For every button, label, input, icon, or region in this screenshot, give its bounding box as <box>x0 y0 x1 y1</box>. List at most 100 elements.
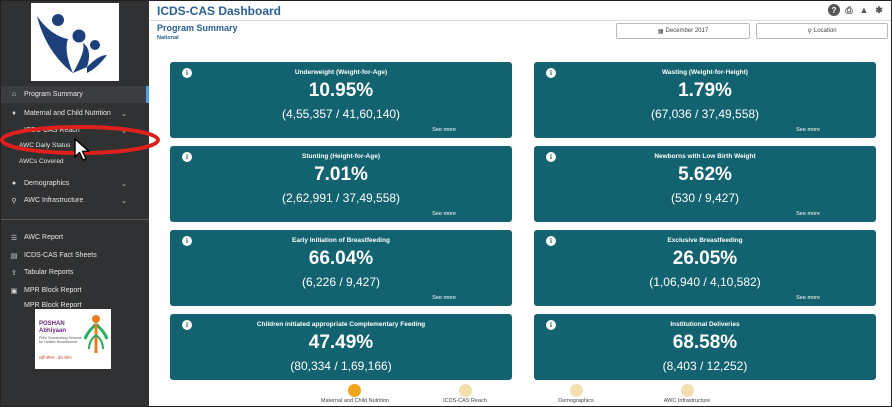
card-ratio: (67,036 / 37,49,558) <box>650 107 760 121</box>
sidebar-item-tabular-reports[interactable]: ⇪ Tabular Reports <box>1 264 149 281</box>
sidebar-item-label: MPR Block Report <box>24 287 82 294</box>
page-title: Program Summary <box>157 23 238 33</box>
card-ratio: (6,226 / 9,427) <box>301 275 381 289</box>
upload-icon: ⇪ <box>11 269 17 277</box>
chevron-down-icon: ⌄ <box>121 127 127 135</box>
sidebar-item-label: AWC Report <box>24 234 64 241</box>
nav-label-icds-cas-reach[interactable]: ICDS-CAS Reach <box>443 398 487 404</box>
card-title: Underweight (Weight-for-Age) <box>294 69 388 76</box>
settings-icon[interactable]: ✱ <box>875 4 883 15</box>
metric-card-low-birth-weight: i Newborns with Low Birth Weight 5.62% (… <box>534 146 876 222</box>
sidebar-item-mpr-block-report[interactable]: ▣ MPR Block Report <box>1 282 149 299</box>
card-title: Exclusive Breastfeeding <box>667 237 743 244</box>
logo-family-icon <box>37 14 107 73</box>
nav-dot-icds-cas-reach[interactable] <box>459 384 472 397</box>
see-more-link[interactable]: See more <box>796 211 820 217</box>
icds-logo[interactable] <box>31 3 119 81</box>
see-more-link[interactable]: See more <box>796 127 820 133</box>
info-icon[interactable]: i <box>182 236 192 246</box>
nav-dot-demographics[interactable] <box>570 384 583 397</box>
nav-dot-maternal-child-nutrition[interactable] <box>348 384 361 397</box>
sidebar-item-label: Demographics <box>24 180 70 187</box>
metric-card-complementary-feeding: i Children initiated appropriate Complem… <box>170 314 512 380</box>
card-title: Early Initiation of Breastfeeding <box>292 237 390 244</box>
card-title: Institutional Deliveries <box>670 321 740 328</box>
warning-icon[interactable]: ▲ <box>859 5 869 15</box>
home-icon: ⌂ <box>11 91 17 98</box>
card-value: 10.95% <box>308 80 374 101</box>
main-content: ICDS-CAS Dashboard ? ⎙ ▲ ✱ Program Summa… <box>150 1 891 406</box>
sidebar-item-label: Tabular Reports <box>24 269 74 276</box>
metric-card-underweight: i Underweight (Weight-for-Age) 10.95% (4… <box>170 62 512 138</box>
sidebar-item-label: ICDS-CAS Reach <box>24 127 80 134</box>
location-pin-icon: ⚲ <box>807 28 812 35</box>
info-icon[interactable]: i <box>182 152 192 162</box>
see-more-link[interactable]: See more <box>432 127 456 133</box>
sidebar-subitem-awc-daily-status[interactable]: AWC Daily Status <box>1 137 149 153</box>
location-filter-button[interactable]: ⚲ Location <box>756 23 888 39</box>
card-title: Newborns with Low Birth Weight <box>654 153 756 160</box>
sidebar-item-mpr-block-report-2[interactable]: MPR Block Report <box>1 297 149 314</box>
info-icon[interactable]: i <box>182 68 192 78</box>
poshan-subtitle: PM's Overarching Scheme for Holistic Nou… <box>39 336 82 345</box>
poshan-tagline: सही पोषण - देश रोशन <box>39 355 72 360</box>
poshan-abhiyaan-logo: POSHAN Abhiyaan PM's Overarching Scheme … <box>35 309 111 369</box>
list-icon: ☰ <box>10 234 18 242</box>
card-value: 66.04% <box>308 248 374 269</box>
infra-icon: ⚲ <box>11 197 17 205</box>
info-icon[interactable]: i <box>546 68 556 78</box>
sidebar-subitem-label: AWCs Covered <box>19 157 64 165</box>
card-value: 7.01% <box>314 164 368 185</box>
nav-dot-awc-infrastructure[interactable] <box>681 384 694 397</box>
see-more-link[interactable]: See more <box>432 295 456 301</box>
bottom-section-nav: Maternal and Child Nutrition ICDS-CAS Re… <box>150 380 891 406</box>
page-subtitle: National <box>157 35 179 41</box>
card-ratio: (80,334 / 1,69,166) <box>290 359 392 373</box>
sidebar-subitem-awcs-covered[interactable]: AWCs Covered <box>1 153 149 169</box>
nav-label-maternal-child-nutrition[interactable]: Maternal and Child Nutrition <box>320 398 390 404</box>
header-actions: ? ⎙ ▲ ✱ <box>828 4 885 16</box>
chevron-down-icon: ⌄ <box>121 197 127 205</box>
sidebar-item-label: ICDS-CAS Fact Sheets <box>24 252 97 259</box>
sidebar-item-program-summary[interactable]: ⌂ Program Summary <box>1 86 149 103</box>
see-more-link[interactable]: See more <box>432 211 456 217</box>
card-ratio: (1,06,940 / 4,10,582) <box>649 275 761 289</box>
card-value: 5.62% <box>678 164 732 185</box>
sidebar-item-label: MPR Block Report <box>24 302 82 309</box>
sidebar: ⌂ Program Summary ♦ Maternal and Child N… <box>1 1 149 406</box>
card-ratio: (530 / 9,427) <box>670 191 740 205</box>
see-more-link[interactable]: See more <box>796 295 820 301</box>
nav-label-awc-infrastructure[interactable]: AWC Infrastructure <box>663 398 711 404</box>
sidebar-item-awc-infrastructure[interactable]: ⚲ AWC Infrastructure ⌄ <box>1 192 149 209</box>
sidebar-item-awc-report[interactable]: ☰ AWC Report <box>1 229 149 246</box>
date-filter-button[interactable]: ▦ December 2017 <box>616 23 750 39</box>
card-ratio: (8,403 / 12,252) <box>662 359 748 373</box>
help-icon[interactable]: ? <box>828 4 840 16</box>
info-icon[interactable]: i <box>546 236 556 246</box>
poshan-figure-icon <box>83 315 109 353</box>
info-icon[interactable]: i <box>182 320 192 330</box>
person-icon: ♦ <box>12 110 16 117</box>
sidebar-item-label: AWC Infrastructure <box>24 197 84 204</box>
calendar-icon: ▦ <box>657 28 664 35</box>
card-value: 47.49% <box>308 332 374 353</box>
metric-card-stunting: i Stunting (Height-for-Age) 7.01% (2,62,… <box>170 146 512 222</box>
sidebar-subitem-label: AWC Daily Status <box>19 141 71 149</box>
sidebar-item-demographics[interactable]: ● Demographics ⌄ <box>1 175 149 192</box>
chevron-down-icon: ⌄ <box>121 180 127 188</box>
print-icon[interactable]: ⎙ <box>845 4 853 15</box>
sidebar-item-maternal-child-nutrition[interactable]: ♦ Maternal and Child Nutrition ⌄ <box>1 105 149 122</box>
dashboard-title: ICDS-CAS Dashboard <box>157 4 282 18</box>
info-icon[interactable]: i <box>546 320 556 330</box>
card-title: Children initiated appropriate Complemen… <box>256 321 426 328</box>
info-icon[interactable]: i <box>546 152 556 162</box>
card-ratio: (2,62,991 / 37,49,558) <box>281 191 401 205</box>
poshan-title: POSHAN Abhiyaan <box>39 321 67 334</box>
card-value: 68.58% <box>672 332 738 353</box>
nav-label-demographics[interactable]: Demographics <box>558 398 594 404</box>
metric-card-wasting: i Wasting (Weight-for-Height) 1.79% (67,… <box>534 62 876 138</box>
report-icon: ▣ <box>10 287 18 295</box>
top-bar: ICDS-CAS Dashboard ? ⎙ ▲ ✱ <box>150 1 891 21</box>
card-value: 1.79% <box>678 80 732 101</box>
sidebar-item-fact-sheets[interactable]: ▤ ICDS-CAS Fact Sheets <box>1 247 149 264</box>
